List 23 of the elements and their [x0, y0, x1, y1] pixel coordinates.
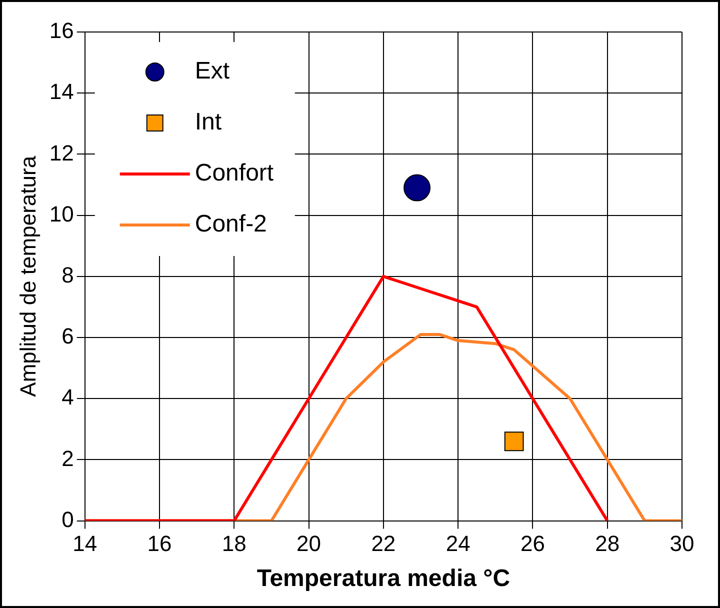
- y-tick-label: 12: [49, 140, 74, 166]
- x-tick-label: 20: [296, 531, 322, 556]
- y-tick-label: 6: [62, 324, 74, 349]
- x-tick-label: 24: [446, 531, 470, 556]
- y-tick-label: 16: [49, 18, 74, 44]
- x-axis-title: Temperatura media °C: [256, 565, 510, 592]
- y-tick-label: 4: [62, 384, 74, 410]
- legend-label: Conf-2: [194, 210, 267, 238]
- y-tick-label: 14: [49, 79, 74, 104]
- legend-label: Confort: [194, 160, 274, 187]
- y-tick-label: 10: [49, 201, 74, 226]
- x-tick-label: 30: [670, 531, 694, 556]
- x-tick-label: 18: [222, 531, 246, 556]
- y-tick-label: 0: [62, 506, 74, 532]
- x-tick-label: 16: [147, 531, 172, 556]
- y-axis-title: Amplitud de temperatura: [15, 155, 40, 397]
- x-tick-label: 26: [520, 531, 545, 556]
- y-tick-label: 2: [62, 446, 74, 471]
- x-tick-label: 28: [595, 531, 620, 556]
- legend-label: Int: [194, 108, 222, 136]
- x-tick-label: 22: [371, 531, 396, 556]
- legend-label: Ext: [194, 58, 230, 85]
- y-tick-label: 8: [62, 262, 74, 288]
